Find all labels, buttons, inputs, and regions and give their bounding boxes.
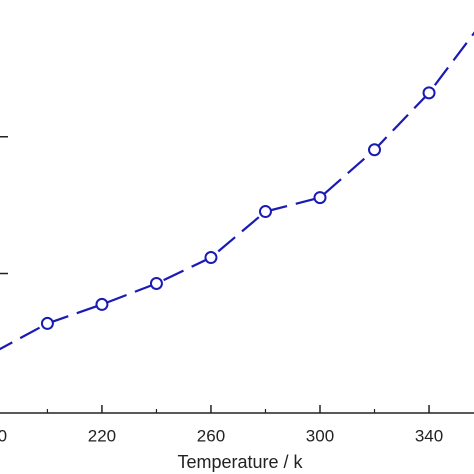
data-point <box>95 297 109 311</box>
x-tick-label: 260 <box>197 426 225 445</box>
plot-area <box>0 31 474 351</box>
x-tick-label: 340 <box>415 426 443 445</box>
x-tick-label: 220 <box>88 426 116 445</box>
x-tick-label: 300 <box>306 426 334 445</box>
x-tick-label: 180 <box>0 426 7 445</box>
data-point <box>313 191 327 205</box>
data-point <box>204 251 218 265</box>
series-line <box>0 31 474 351</box>
data-point <box>149 276 163 290</box>
x-axis-label: Temperature / k <box>177 452 303 472</box>
data-point <box>368 143 382 157</box>
data-point <box>258 205 272 219</box>
data-point <box>40 316 54 330</box>
data-point <box>422 86 436 100</box>
